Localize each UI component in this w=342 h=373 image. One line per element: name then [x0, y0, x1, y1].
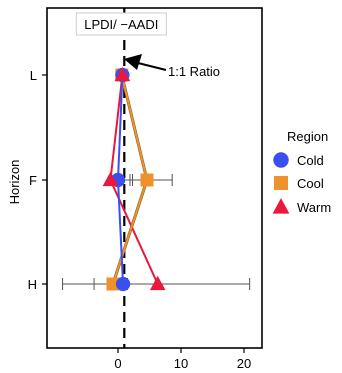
legend-key-cold: [273, 152, 289, 168]
legend-label-cool: Cool: [297, 176, 324, 191]
y-tick-label-L: L: [30, 68, 37, 83]
plot-panel: [46, 7, 263, 349]
annotation-arrow-line: [133, 61, 167, 71]
legend-label-warm: Warm: [297, 200, 331, 215]
legend-key-cool: [274, 176, 288, 190]
title-box: [75, 12, 167, 36]
x-tick-label-20: 20: [237, 356, 251, 371]
x-tick-label-0: 0: [114, 356, 121, 371]
y-tick-label-H: H: [28, 277, 37, 292]
data-point-warm-H: [149, 275, 166, 291]
x-tick-label-10: 10: [174, 356, 188, 371]
data-point-cool-H: [106, 277, 120, 291]
data-point-cold-H: [115, 276, 131, 292]
annotation-arrow-head: [124, 54, 142, 70]
data-point-cool-F: [140, 173, 154, 187]
legend-key-warm: [272, 198, 290, 214]
legend-label-cold: Cold: [297, 153, 324, 168]
data-point-warm-L: [114, 66, 131, 82]
data-point-warm-F: [102, 171, 119, 187]
chart-title: LPDI/ −AADI: [84, 17, 158, 32]
legend-title: Region: [287, 129, 328, 144]
y-axis-label: Horizon: [7, 160, 22, 205]
y-tick-label-F: F: [29, 173, 37, 188]
annotation-label: 1:1 Ratio: [168, 64, 220, 79]
